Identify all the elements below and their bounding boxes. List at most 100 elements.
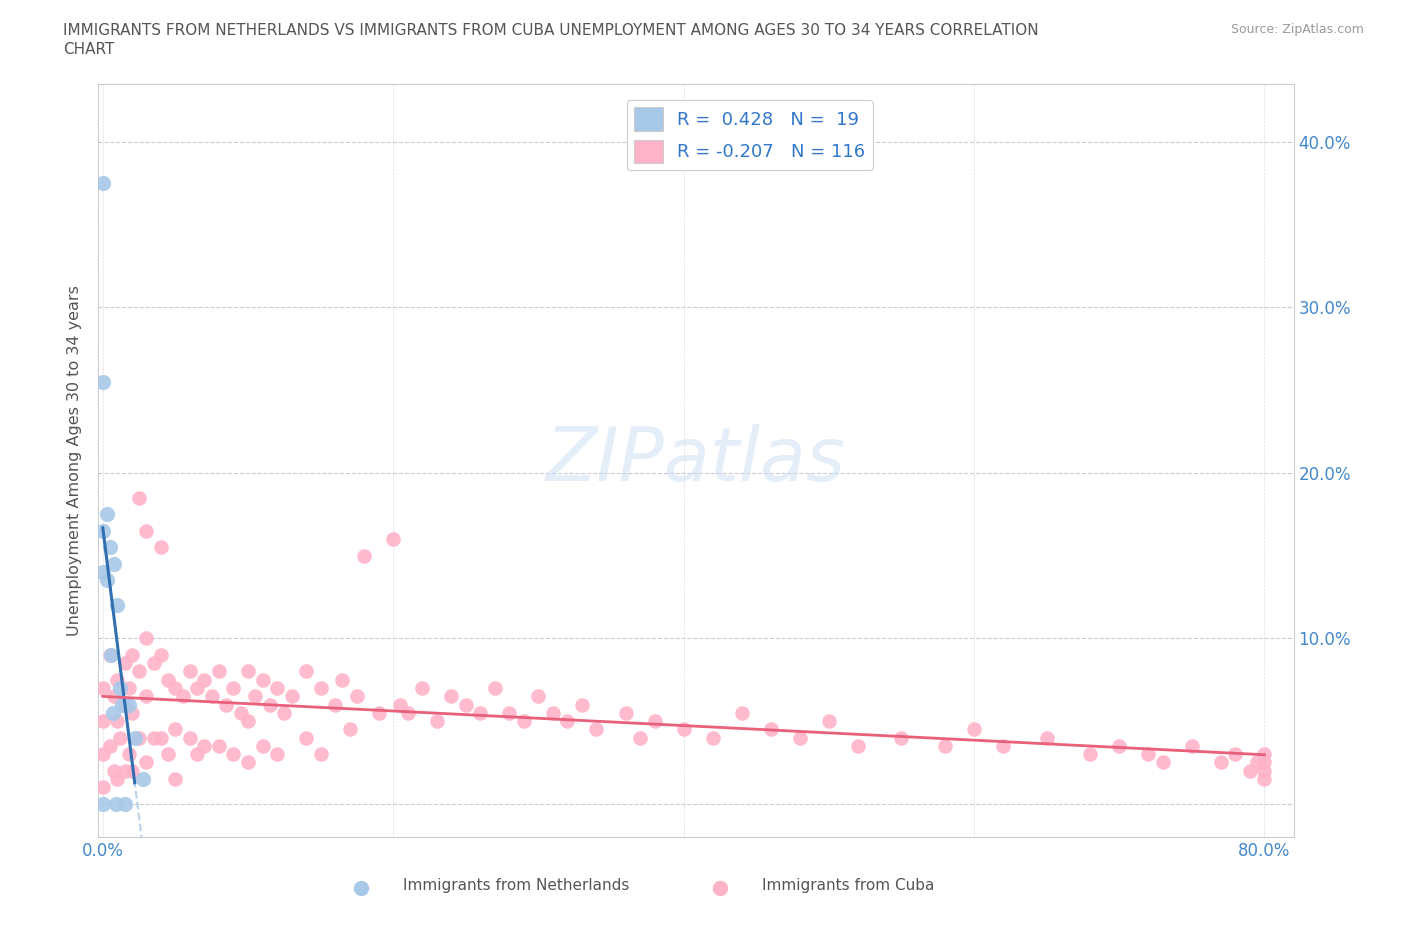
Text: Source: ZipAtlas.com: Source: ZipAtlas.com: [1230, 23, 1364, 36]
Point: [193, 672, 215, 687]
Text: IMMIGRANTS FROM NETHERLANDS VS IMMIGRANTS FROM CUBA UNEMPLOYMENT AMONG AGES 30 T: IMMIGRANTS FROM NETHERLANDS VS IMMIGRANT…: [63, 23, 1039, 38]
Point: [236, 755, 259, 770]
Point: [934, 738, 956, 753]
Point: [470, 705, 492, 720]
Point: [149, 539, 172, 554]
Point: [91, 565, 114, 579]
Point: [215, 698, 238, 712]
Point: [179, 664, 201, 679]
Point: [193, 738, 215, 753]
Text: CHART: CHART: [63, 42, 115, 57]
Point: [454, 698, 477, 712]
Point: [114, 656, 136, 671]
Point: [105, 713, 128, 728]
Text: Immigrants from Netherlands: Immigrants from Netherlands: [404, 879, 630, 894]
Point: [114, 796, 136, 811]
Point: [731, 705, 754, 720]
Point: [818, 713, 841, 728]
Point: [585, 722, 607, 737]
Point: [759, 722, 782, 737]
Point: [229, 705, 252, 720]
Point: [135, 755, 157, 770]
Point: [114, 764, 136, 778]
Point: [266, 747, 288, 762]
Point: [121, 764, 143, 778]
Point: [91, 374, 114, 389]
Point: [236, 713, 259, 728]
Point: [186, 681, 208, 696]
Point: [541, 705, 564, 720]
Point: [1239, 764, 1261, 778]
Point: [114, 698, 136, 712]
Point: [165, 681, 187, 696]
Point: [309, 681, 332, 696]
Point: [91, 713, 114, 728]
Point: [571, 698, 593, 712]
Point: [108, 730, 131, 745]
Point: [963, 722, 986, 737]
Point: [108, 681, 131, 696]
Point: [165, 772, 187, 787]
Point: [614, 705, 637, 720]
Point: [309, 747, 332, 762]
Point: [991, 738, 1014, 753]
Point: [103, 689, 125, 704]
Point: [111, 698, 134, 712]
Point: [128, 490, 150, 505]
Point: [91, 681, 114, 696]
Point: [513, 713, 536, 728]
Point: [105, 772, 128, 787]
Point: [132, 772, 155, 787]
Point: [628, 730, 651, 745]
Point: [1246, 755, 1268, 770]
Point: [382, 532, 405, 547]
Point: [98, 738, 121, 753]
Point: [1225, 747, 1247, 762]
Point: [295, 664, 318, 679]
Point: [245, 689, 267, 704]
Point: [1137, 747, 1160, 762]
Text: ZIPatlas: ZIPatlas: [546, 424, 846, 497]
Point: [142, 656, 165, 671]
Point: [1253, 747, 1275, 762]
Point: [339, 722, 361, 737]
Point: [91, 796, 114, 811]
Point: [252, 738, 274, 753]
Point: [789, 730, 811, 745]
Point: [101, 705, 124, 720]
Point: [179, 730, 201, 745]
Point: [105, 672, 128, 687]
Point: [157, 672, 180, 687]
Point: [142, 730, 165, 745]
Point: [149, 647, 172, 662]
Point: [118, 698, 141, 712]
Point: [259, 698, 281, 712]
Point: [280, 689, 302, 704]
Point: [121, 705, 143, 720]
Point: [1253, 772, 1275, 787]
Point: [208, 738, 231, 753]
Point: [527, 689, 550, 704]
Point: [236, 664, 259, 679]
Point: [222, 747, 245, 762]
Point: [672, 722, 695, 737]
Point: [118, 747, 141, 762]
Point: [128, 730, 150, 745]
Point: [128, 664, 150, 679]
Point: [222, 681, 245, 696]
Point: [426, 713, 449, 728]
Point: [1181, 738, 1204, 753]
Point: [498, 705, 520, 720]
Point: [103, 764, 125, 778]
Point: [323, 698, 346, 712]
Point: [172, 689, 194, 704]
Point: [91, 780, 114, 795]
Point: [104, 796, 127, 811]
Point: [367, 705, 389, 720]
Point: [266, 681, 288, 696]
Point: [135, 524, 157, 538]
Point: [98, 647, 121, 662]
Point: [186, 747, 208, 762]
Point: [1253, 764, 1275, 778]
Point: [1152, 755, 1174, 770]
